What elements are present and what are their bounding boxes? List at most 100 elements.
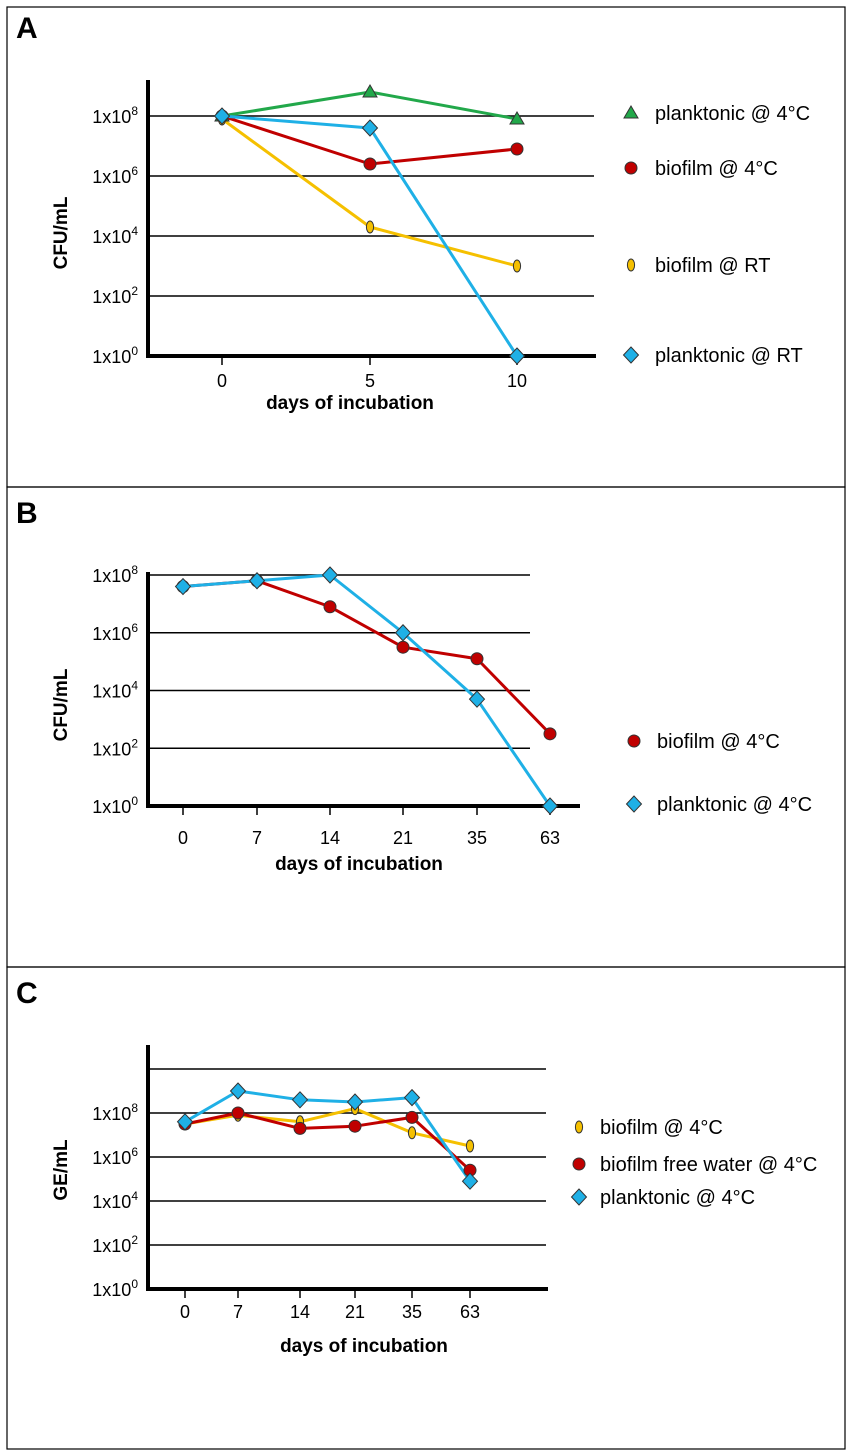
panel-b-data-point [394, 624, 412, 642]
y-tick-base: 1x10 [92, 227, 131, 247]
panel-c-legend-marker [570, 1188, 588, 1206]
panel-a-series-line [221, 117, 518, 268]
panel-a-ylabel: CFU/mL [51, 196, 72, 269]
y-tick-exponent: 6 [131, 1145, 138, 1159]
panel-b-series-line [182, 573, 552, 807]
panel-b-frame [6, 486, 846, 968]
panel-c-y-tick-label: 1x100 [92, 1277, 138, 1300]
panel-a-y-tick-label: 1x104 [92, 224, 138, 247]
panel-a-y-tick-label: 1x106 [92, 164, 138, 187]
panel-c-series-line [184, 1111, 472, 1172]
panel-b-data-point [543, 727, 557, 741]
y-tick-exponent: 8 [131, 1101, 138, 1115]
panel-c-data-point [291, 1091, 309, 1109]
panel-c-x-tick-label: 63 [460, 1302, 480, 1322]
panel-c-x-tick-label: 21 [345, 1302, 365, 1322]
y-tick-base: 1x10 [92, 107, 131, 127]
panel-b-y-tick-label: 1x106 [92, 621, 138, 644]
y-tick-exponent: 4 [131, 679, 138, 693]
panel-c-ylabel: GE/mL [51, 1139, 72, 1201]
panel-c-x-tick-label: 35 [402, 1302, 422, 1322]
panel-c-y-tick-label: 1x108 [92, 1101, 138, 1124]
panel-b-x-tick-label: 63 [540, 828, 560, 848]
panel-b-x-tick-label: 35 [467, 828, 487, 848]
panel-a-legend-label: biofilm @ RT [655, 255, 771, 277]
panel-b-legend-label: biofilm @ 4°C [657, 731, 780, 753]
panel-b-x-tick-label: 14 [320, 828, 340, 848]
y-tick-base: 1x10 [92, 682, 131, 702]
y-tick-base: 1x10 [92, 347, 131, 367]
panel-c-legend-marker [572, 1157, 586, 1171]
y-tick-exponent: 0 [131, 344, 138, 358]
panel-c-data-point [293, 1121, 307, 1135]
panel-c-data-point [231, 1106, 245, 1120]
panel-c-label: C [16, 977, 38, 1010]
y-tick-base: 1x10 [92, 566, 131, 586]
panel-c-data-point [465, 1139, 475, 1153]
panel-b-legend-marker [625, 795, 643, 813]
panel-c-data-point [403, 1088, 421, 1107]
y-tick-base: 1x10 [92, 1104, 131, 1124]
panel-c-x-tick-label: 14 [290, 1302, 310, 1322]
panel-a-data-point [509, 111, 525, 125]
panel-c-plot: 0 7 14 21 35 631x1001x1021x1041x1061x108biofi… [92, 1045, 817, 1322]
panel-c-data-point [407, 1126, 417, 1140]
panel-a-data-point [510, 142, 524, 156]
y-tick-base: 1x10 [92, 1192, 131, 1212]
y-tick-base: 1x10 [92, 1280, 131, 1300]
y-tick-exponent: 0 [131, 1277, 138, 1291]
panel-b-label: B [16, 497, 38, 530]
panel-a-xlabel: days of incubation [266, 393, 434, 414]
y-tick-exponent: 6 [131, 621, 138, 635]
y-tick-base: 1x10 [92, 287, 131, 307]
panel-a-y-tick-label: 1x100 [92, 344, 138, 367]
panel-b-x-tick-label: 21 [393, 828, 413, 848]
y-tick-base: 1x10 [92, 797, 131, 817]
panel-a-data-point [361, 119, 379, 137]
panel-a-x-tick-label: 0 [217, 371, 227, 391]
panel-b-data-point [396, 640, 410, 654]
panel-a-label: A [16, 12, 38, 45]
panel-c-y-tick-label: 1x102 [92, 1233, 138, 1256]
panel-b-legend-marker [627, 734, 641, 748]
panel-a-legend-label: biofilm @ 4°C [655, 158, 778, 180]
panel-c-x-tick-label: 7 [233, 1302, 243, 1322]
panel-b-legend-label: planktonic @ 4°C [657, 794, 812, 816]
y-tick-exponent: 2 [131, 284, 138, 298]
panel-a-data-point [508, 347, 526, 365]
panel-a-y-tick-label: 1x108 [92, 104, 138, 127]
panel-b-data-point [468, 690, 486, 708]
panel-c-legend-label: planktonic @ 4°C [600, 1187, 755, 1209]
panel-a-x-tick-label: 5 [365, 371, 375, 391]
panel-c-data-point [229, 1082, 247, 1100]
y-tick-base: 1x10 [92, 1236, 131, 1256]
panel-a-data-point [363, 157, 377, 171]
panel-c-data-point [346, 1093, 364, 1111]
panel-a-x-tick-label: 10 [507, 371, 527, 391]
y-tick-exponent: 2 [131, 1233, 138, 1247]
panel-b-y-tick-label: 1x108 [92, 563, 138, 586]
y-tick-exponent: 4 [131, 224, 138, 238]
panel-a-data-point [362, 84, 378, 98]
panel-c-data-point [348, 1119, 362, 1133]
panel-a-frame [6, 6, 846, 488]
panel-a-data-point [365, 220, 375, 234]
panel-c-xlabel: days of incubation [280, 1336, 448, 1357]
panel-a-legend-marker [626, 258, 636, 272]
panel-b-data-point [248, 572, 266, 590]
panel-a-legend-marker [623, 105, 639, 119]
panel-c-y-tick-label: 1x106 [92, 1145, 138, 1168]
panel-c-data-point [405, 1110, 419, 1124]
panel-c-series-line [184, 1089, 472, 1183]
panel-b-data-point [541, 797, 559, 815]
panel-c-legend-label: biofilm @ 4°C [600, 1117, 723, 1139]
y-tick-base: 1x10 [92, 739, 131, 759]
panel-b-y-tick-label: 1x102 [92, 736, 138, 759]
panel-b-data-point [470, 652, 484, 666]
panel-a-data-point [512, 259, 522, 273]
panel-a-legend-label: planktonic @ 4°C [655, 103, 810, 125]
panel-c-legend-label: biofilm free water @ 4°C [600, 1154, 817, 1176]
panel-a-legend-marker [622, 346, 640, 364]
